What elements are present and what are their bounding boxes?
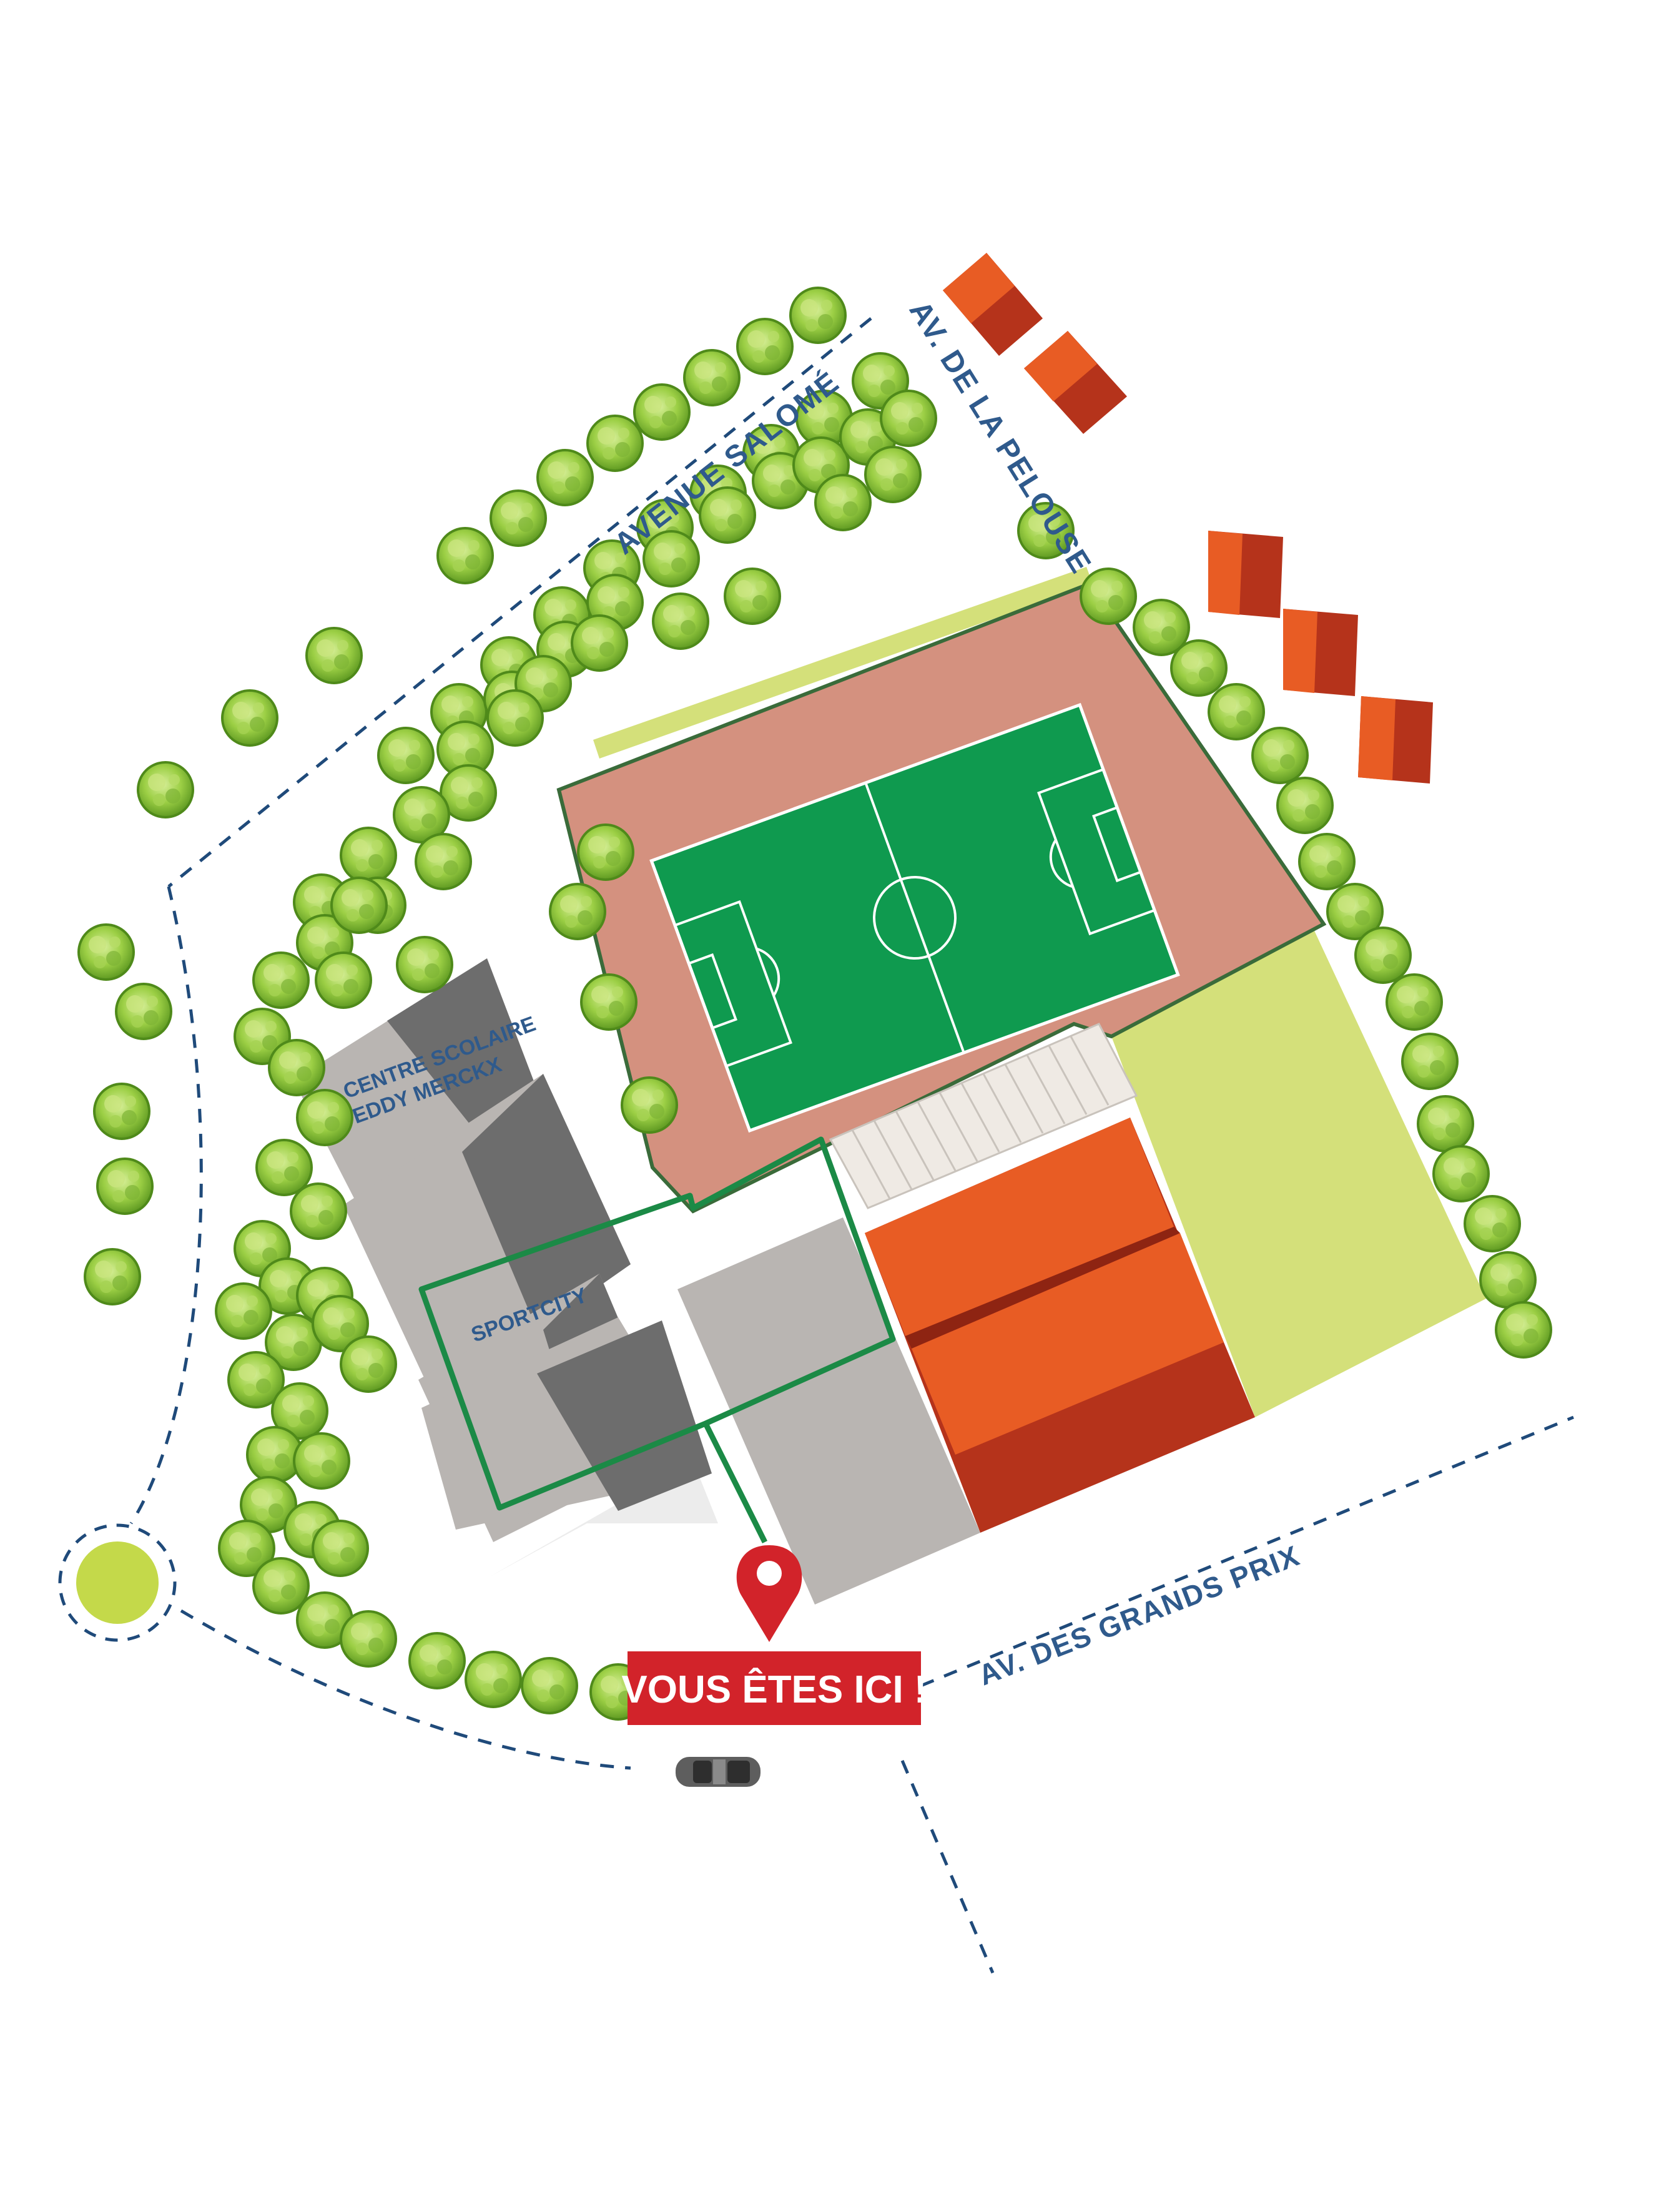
tree-icon <box>486 689 544 747</box>
tree-icon <box>814 474 872 531</box>
you-are-here-label: VOUS ÊTES ICI ! <box>621 1668 927 1711</box>
tree-icon <box>1251 727 1309 784</box>
street-label-av-grands-prix: AV. DES GRANDS PRIX <box>974 1539 1304 1691</box>
tree-icon <box>252 1557 310 1615</box>
tree-icon <box>683 349 741 406</box>
tree-icon <box>571 614 628 672</box>
tree-icon <box>252 951 310 1009</box>
tree-icon <box>396 936 453 993</box>
tree-icon <box>312 1520 369 1577</box>
walking-route <box>418 1136 896 1544</box>
tree-icon <box>221 689 278 747</box>
tree-icon <box>1298 833 1356 890</box>
tree-icon <box>1479 1251 1537 1309</box>
tree-icon <box>408 1632 466 1689</box>
tree-icon <box>1464 1195 1521 1252</box>
sports-hall-roof <box>865 1118 1255 1533</box>
tree-icon <box>415 833 472 890</box>
tree-icon <box>621 1076 678 1134</box>
tree-icon <box>577 823 634 881</box>
tree-icon <box>215 1282 272 1340</box>
tree-icon <box>1170 639 1228 697</box>
map-pin-icon[interactable] <box>736 1545 802 1642</box>
tree-icon <box>268 1039 325 1096</box>
tree-icon <box>293 1432 350 1490</box>
tree-icon <box>536 449 594 506</box>
tree-icon <box>77 923 135 981</box>
grandstand <box>829 1023 1138 1209</box>
tree-icon <box>652 592 709 650</box>
tree-icon <box>340 1335 397 1393</box>
tree-icon <box>736 318 794 375</box>
tree-icon <box>1432 1145 1490 1202</box>
tree-icon <box>465 1651 522 1708</box>
tree-icon <box>1417 1095 1474 1153</box>
tree-icon <box>521 1657 578 1714</box>
tree-icon <box>84 1248 141 1305</box>
tree-icon <box>436 527 494 584</box>
tree-icon <box>137 761 194 818</box>
school-building <box>293 958 712 1542</box>
tree-icon <box>1354 927 1412 984</box>
tree-icon <box>549 883 606 940</box>
tree-icon <box>586 415 644 472</box>
tree-icon <box>1208 683 1265 740</box>
lawn-strip <box>593 567 1093 759</box>
tree-icon <box>580 973 638 1031</box>
tree-icon <box>1495 1301 1552 1359</box>
tree-icon <box>1386 973 1443 1031</box>
gray-annex <box>677 1217 980 1605</box>
tree-icon <box>330 877 388 934</box>
house-group-east <box>1208 531 1433 784</box>
tree-icon <box>96 1158 154 1215</box>
tree-icon <box>1080 568 1137 625</box>
tree-icon <box>633 383 691 441</box>
tree-icon <box>315 951 372 1009</box>
tree-icon <box>296 1089 353 1146</box>
tree-icon <box>340 1610 397 1668</box>
tree-icon <box>789 287 847 344</box>
tree-icon <box>490 489 547 547</box>
road-network <box>129 317 1574 1974</box>
house-group-north <box>943 253 1127 434</box>
tree-icon <box>880 390 937 447</box>
tree-icon <box>724 568 781 625</box>
tree-icon <box>864 446 922 503</box>
car-icon <box>676 1757 761 1787</box>
lawn-area <box>1111 924 1486 1417</box>
tree-icon <box>340 827 397 884</box>
tree-icon <box>115 983 172 1040</box>
you-are-here-badge: VOUS ÊTES ICI ! <box>621 1651 927 1725</box>
tree-icon <box>93 1083 150 1140</box>
roundabout <box>58 1523 177 1642</box>
tree-icon <box>290 1182 347 1240</box>
tree-icon <box>377 727 435 784</box>
tree-icon <box>1276 777 1334 834</box>
tree-icon <box>1401 1033 1459 1090</box>
tree-icon <box>255 1139 313 1196</box>
tree-icon <box>305 627 363 684</box>
football-pitch <box>649 702 1180 1133</box>
